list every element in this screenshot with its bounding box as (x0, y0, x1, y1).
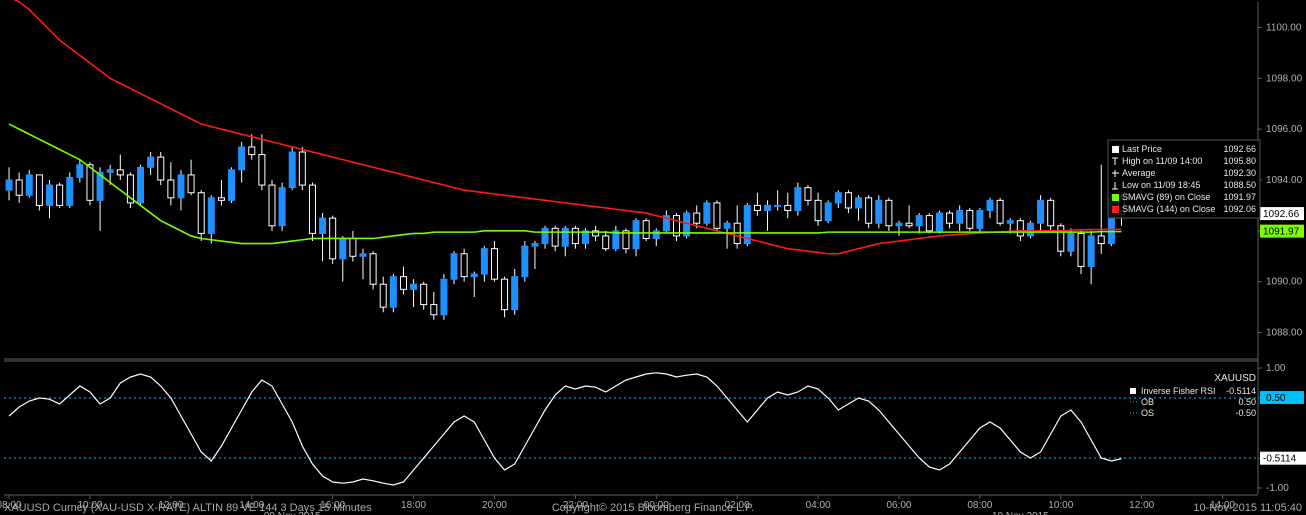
svg-text:XAUUSD: XAUUSD (1214, 373, 1256, 384)
footer-bar: XAUUSD Curncy (XAU-USD X-RATE) ALTIN 89 … (0, 501, 1306, 515)
footer-left: XAUUSD Curncy (XAU-USD X-RATE) ALTIN 89 … (4, 502, 372, 514)
svg-text:1092.06: 1092.06 (1223, 204, 1256, 214)
svg-text:1098.00: 1098.00 (1266, 73, 1303, 84)
svg-text:OB: OB (1141, 397, 1154, 407)
footer-right: 10-Nov-2015 11:05:40 (1193, 502, 1302, 514)
svg-text:1090.00: 1090.00 (1266, 277, 1303, 288)
svg-text:SMAVG (144) on Close: SMAVG (144) on Close (1122, 204, 1215, 214)
svg-text:1091.97: 1091.97 (1223, 192, 1256, 202)
svg-text:-1.00: -1.00 (1266, 483, 1289, 494)
svg-text:1094.00: 1094.00 (1266, 175, 1303, 186)
svg-text:Average: Average (1122, 168, 1155, 178)
svg-text:1.00: 1.00 (1266, 363, 1286, 374)
chart-svg[interactable]: 1088.001090.001092.001094.001096.001098.… (0, 0, 1306, 515)
svg-text:1091.97: 1091.97 (1263, 227, 1300, 238)
svg-text:-0.50: -0.50 (1235, 408, 1256, 418)
footer-center: Copyright© 2015 Bloomberg Finance L.P. (552, 502, 754, 514)
svg-text:1092.66: 1092.66 (1223, 144, 1256, 154)
svg-text:SMAVG (89) on Close: SMAVG (89) on Close (1122, 192, 1210, 202)
svg-text:0.50: 0.50 (1238, 397, 1256, 407)
svg-text:-0.5114: -0.5114 (1226, 386, 1256, 396)
svg-text:1095.80: 1095.80 (1223, 156, 1256, 166)
svg-text:OS: OS (1141, 408, 1154, 418)
svg-text:0.50: 0.50 (1266, 393, 1286, 404)
svg-text:Low on 11/09 18:45: Low on 11/09 18:45 (1122, 180, 1200, 190)
svg-text:Inverse Fisher RSI: Inverse Fisher RSI (1141, 386, 1216, 396)
svg-text:1088.00: 1088.00 (1266, 328, 1303, 339)
svg-text:High on 11/09 14:00: High on 11/09 14:00 (1122, 156, 1202, 166)
svg-text:1096.00: 1096.00 (1266, 124, 1303, 135)
svg-text:1100.00: 1100.00 (1266, 22, 1302, 33)
svg-text:Last Price: Last Price (1122, 144, 1162, 154)
chart-container: 1088.001090.001092.001094.001096.001098.… (0, 0, 1306, 515)
svg-text:1092.30: 1092.30 (1223, 168, 1256, 178)
svg-text:1088.50: 1088.50 (1223, 180, 1256, 190)
svg-text:-0.5114: -0.5114 (1263, 454, 1297, 465)
svg-text:1092.66: 1092.66 (1263, 209, 1300, 220)
